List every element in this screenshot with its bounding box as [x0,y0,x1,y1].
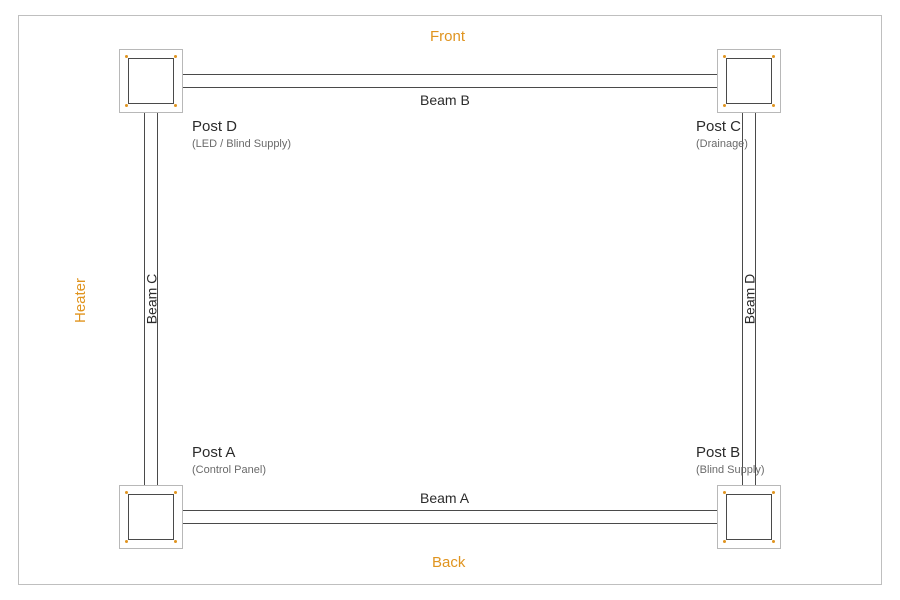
post-B [726,494,772,540]
side-label-back: Back [432,554,465,571]
post-title-B: Post B [696,444,740,461]
screw [723,104,726,107]
post-sub-B: (Blind Supply) [696,464,764,476]
post-title-D: Post D [192,118,237,135]
post-title-A: Post A [192,444,235,461]
post-sub-C: (Drainage) [696,138,748,150]
side-label-heater: Heater [72,278,89,323]
screw [125,104,128,107]
screw [772,104,775,107]
beam-top [174,74,726,88]
screw [174,491,177,494]
post-title-C: Post C [696,118,741,135]
screw [174,104,177,107]
screw [174,540,177,543]
screw [772,55,775,58]
screw [125,540,128,543]
side-label-front: Front [430,28,465,45]
beam-label-C: Beam C [143,274,159,325]
diagram-stage: Beam B Beam A Beam C Beam D Front Back Heater P… [0,0,900,600]
post-C [726,58,772,104]
screw [174,55,177,58]
screw [723,540,726,543]
screw [772,540,775,543]
beam-label-D: Beam D [741,274,757,325]
beam-label-A: Beam A [420,490,469,506]
beam-bottom [174,510,726,524]
post-A [128,494,174,540]
post-D [128,58,174,104]
post-sub-A: (Control Panel) [192,464,266,476]
beam-label-B: Beam B [420,92,470,108]
screw [772,491,775,494]
post-sub-D: (LED / Blind Supply) [192,138,291,150]
